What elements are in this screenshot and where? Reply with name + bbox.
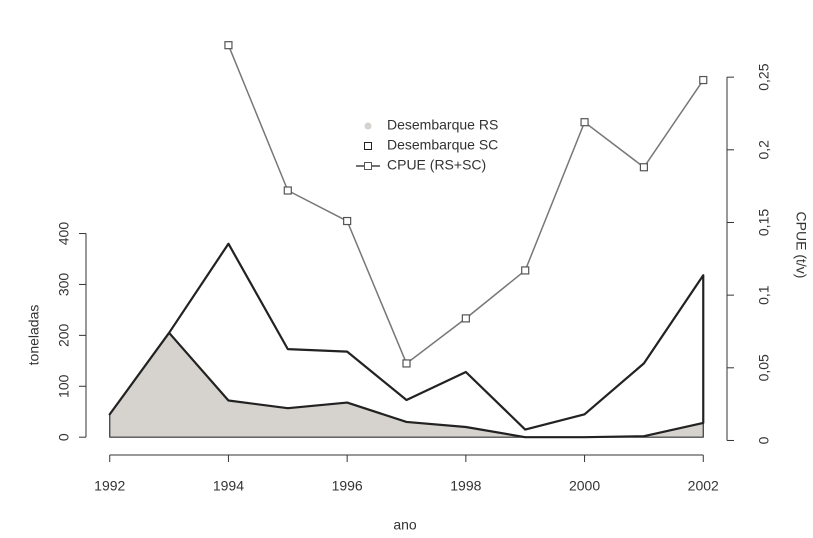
x-axis-title: ano [393, 517, 417, 533]
y-axis-title: toneladas [26, 305, 42, 366]
marker [224, 41, 233, 50]
y-tick-label: 0 [56, 433, 72, 441]
x-tick-label: 1992 [94, 478, 125, 494]
legend-marker [364, 142, 372, 150]
legend-label: Desembarque RS [387, 117, 498, 133]
legend-marker [364, 122, 372, 130]
legend-marker [364, 162, 372, 170]
x-tick-label: 2000 [569, 478, 600, 494]
y-tick-label: 200 [56, 323, 72, 347]
marker [461, 314, 470, 323]
legend-label: CPUE (RS+SC) [387, 157, 486, 173]
marker [639, 163, 649, 172]
y2-axis-title: CPUE (t/v) [793, 212, 809, 279]
marker [343, 216, 352, 226]
x-tick-label: 1994 [213, 478, 244, 494]
x-tick-label: 1996 [332, 478, 363, 494]
y-tick-label: 100 [56, 374, 72, 398]
y2-tick-label: 0 [756, 436, 772, 444]
marker [699, 75, 708, 85]
y2-tick-label: 0,2 [756, 140, 772, 160]
marker [580, 118, 589, 127]
y2-tick-label: 0,1 [756, 285, 772, 305]
x-tick-label: 2002 [688, 478, 719, 494]
y2-tick-label: 0,05 [756, 354, 772, 381]
y-tick-label: 300 [56, 273, 72, 297]
y2-tick-label: 0,15 [756, 209, 772, 236]
marker [521, 266, 530, 275]
marker [283, 186, 292, 195]
area [108, 242, 705, 439]
legend-label: Desembarque SC [387, 137, 498, 153]
x-tick-label: 1998 [450, 478, 481, 494]
marker [402, 359, 411, 368]
y2-tick-label: 0,25 [756, 63, 772, 90]
y-tick-label: 400 [56, 222, 72, 246]
